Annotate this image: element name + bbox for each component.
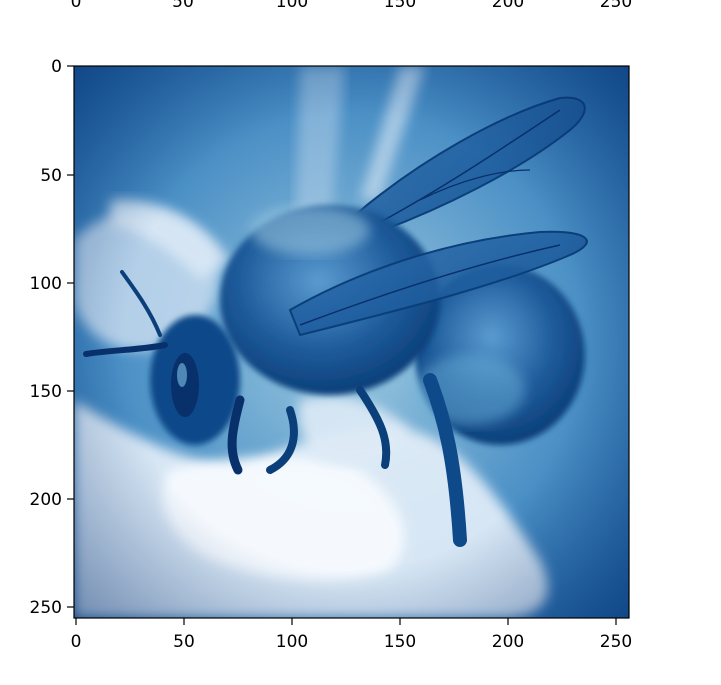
y-tick-label: 250 xyxy=(30,598,62,618)
y-tick-labels: 0 50 100 150 200 250 xyxy=(30,57,62,618)
y-tick-label: 100 xyxy=(30,274,62,294)
x-axis xyxy=(75,618,617,625)
bee-photo xyxy=(74,66,629,618)
axes-frame xyxy=(73,65,630,619)
y-tick-label: 200 xyxy=(30,490,62,510)
x-tick-label: 100 xyxy=(276,632,308,652)
x-tick-label: 200 xyxy=(492,632,524,652)
y-tick-label: 0 xyxy=(51,57,62,77)
top-axis: 0 50 100 150 200 250 xyxy=(71,0,633,12)
top-tick-label: 250 xyxy=(600,0,632,12)
top-tick-label: 100 xyxy=(276,0,308,12)
y-tick-label: 50 xyxy=(40,166,62,186)
top-tick-label: 200 xyxy=(492,0,524,12)
x-tick-label: 250 xyxy=(600,632,632,652)
x-tick-label: 150 xyxy=(384,632,416,652)
x-tick-label: 50 xyxy=(173,632,195,652)
y-axis xyxy=(67,65,74,608)
y-tick-label: 150 xyxy=(30,382,62,402)
x-tick-label: 0 xyxy=(71,632,82,652)
top-tick-label: 0 xyxy=(71,0,82,12)
top-tick-label: 50 xyxy=(172,0,194,12)
top-tick-label: 150 xyxy=(384,0,416,12)
x-tick-labels: 0 50 100 150 200 250 xyxy=(71,632,633,652)
